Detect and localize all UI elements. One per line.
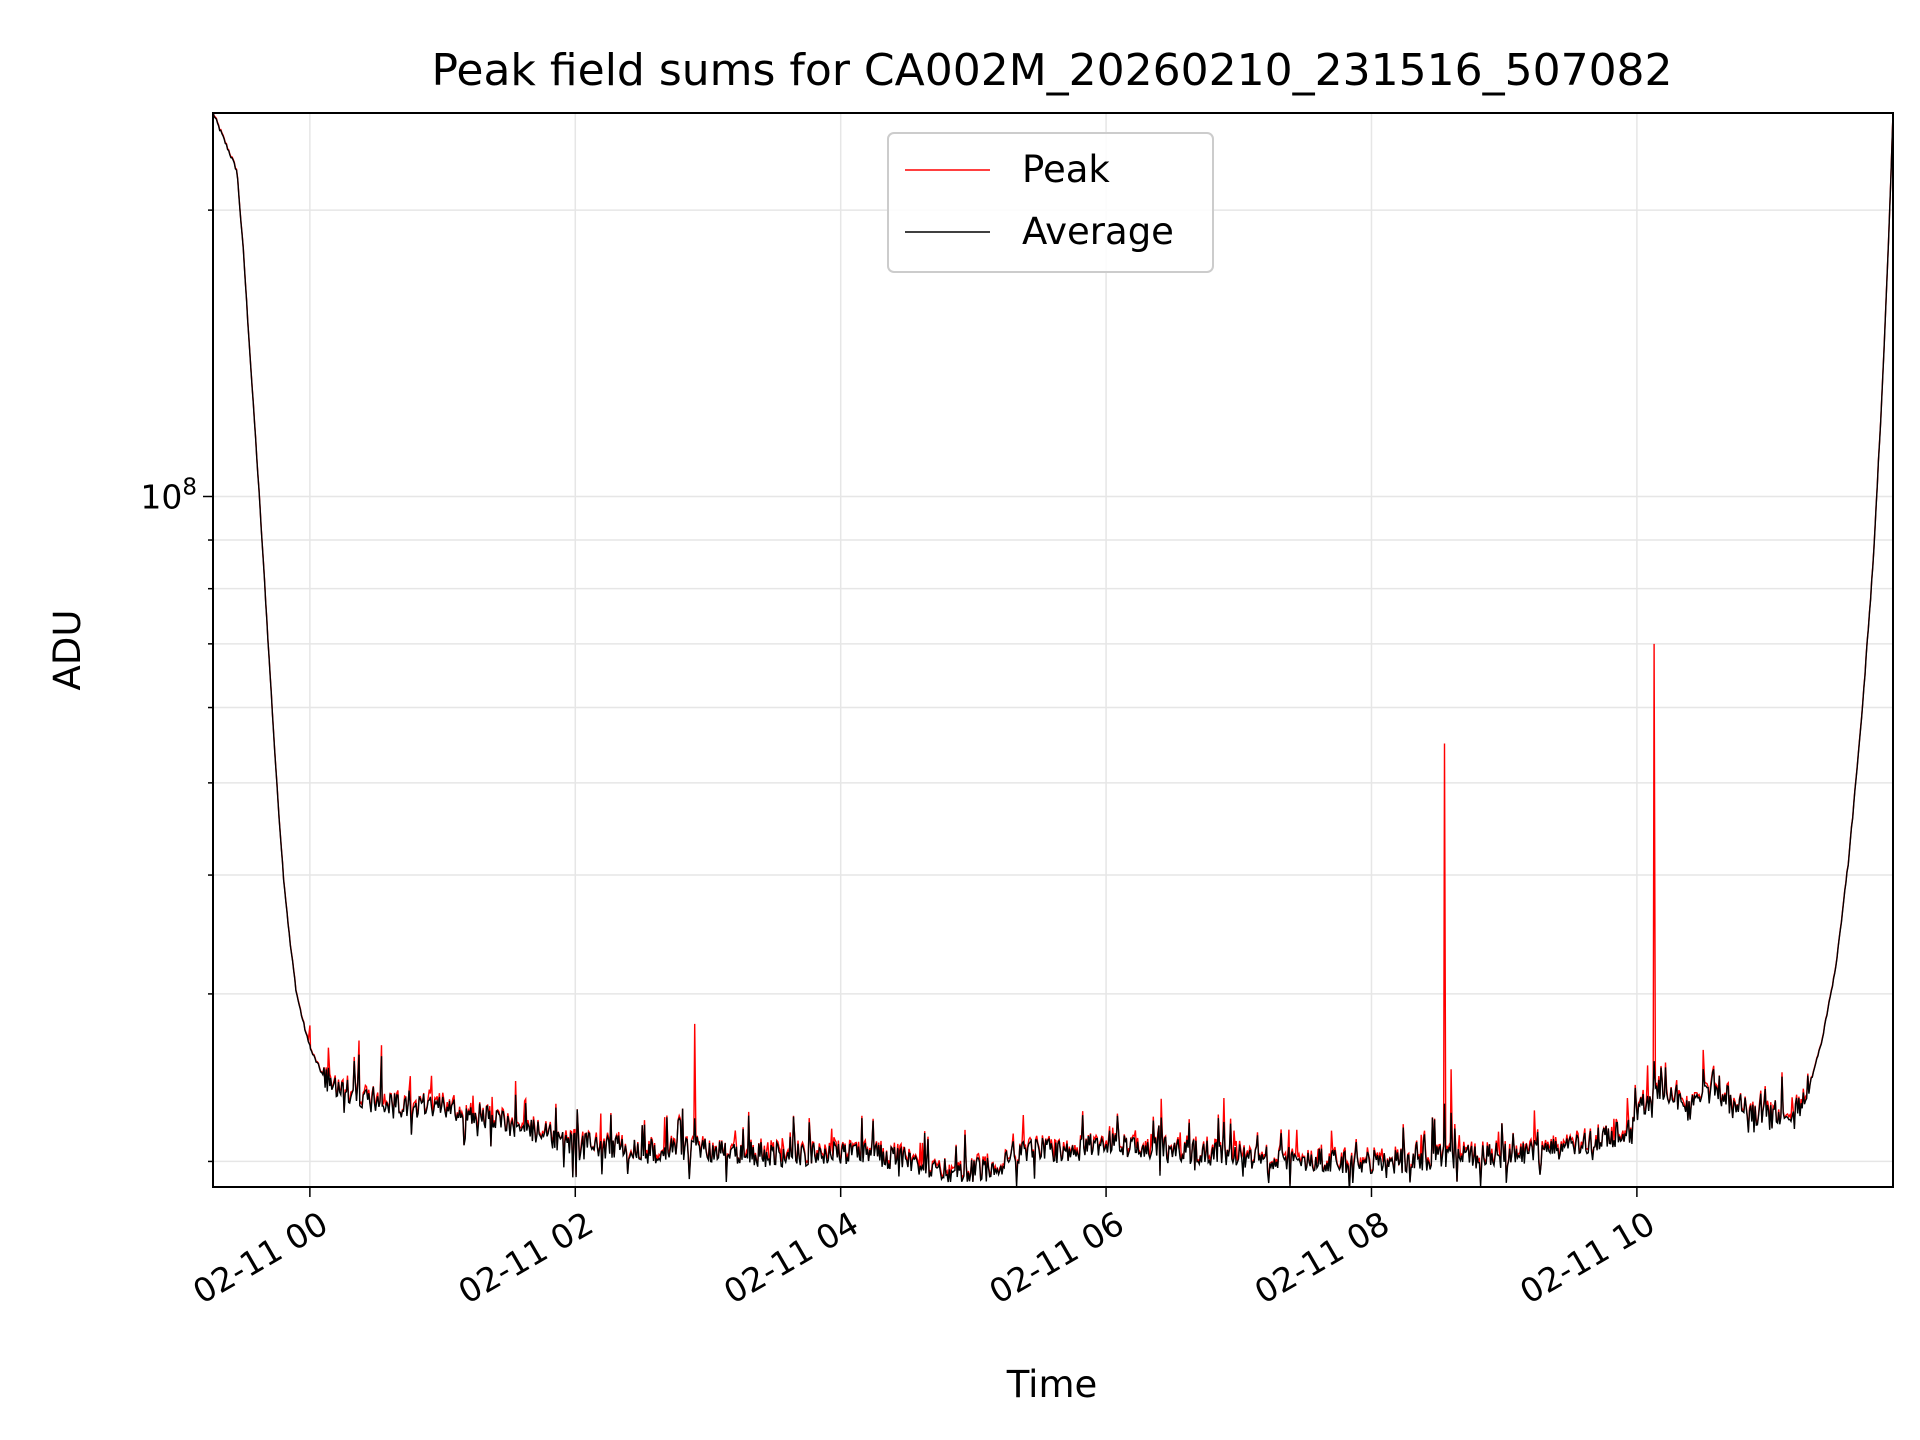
series-line-average (213, 113, 1893, 1187)
legend: Peak Average (887, 132, 1214, 273)
plot-frame (212, 112, 1894, 1188)
y-axis: 108 (140, 209, 213, 1163)
grid (213, 113, 1893, 1187)
x-axis-label: Time (1006, 1363, 1098, 1406)
chart-title: Peak field sums for CA002M_20260210_2315… (431, 45, 1672, 96)
y-tick-label: 108 (140, 474, 197, 516)
legend-average-label: Average (1022, 210, 1174, 253)
series-layer (213, 113, 1893, 1187)
y-axis-label: ADU (46, 610, 89, 691)
legend-peak-label: Peak (1022, 148, 1110, 191)
legend-box (887, 132, 1214, 273)
